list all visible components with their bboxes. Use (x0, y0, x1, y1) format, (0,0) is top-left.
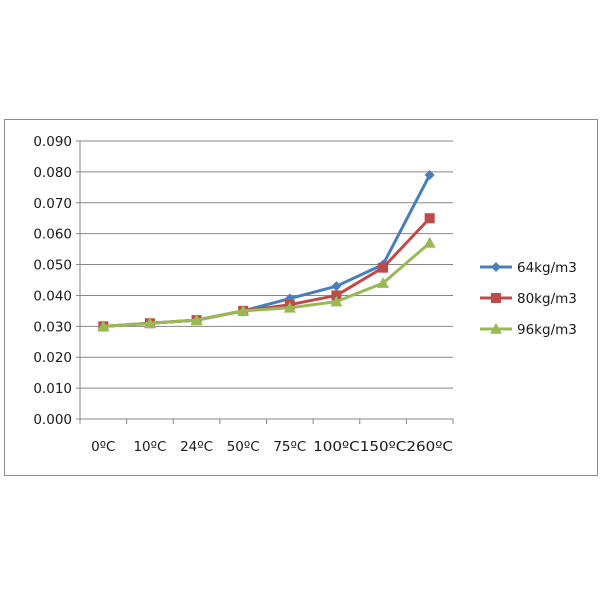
data-point (330, 295, 343, 307)
y-tick-label: 0.000 (33, 412, 72, 428)
series-line (103, 241, 431, 328)
legend-item: 80kg/m3 (480, 291, 577, 307)
series-line (103, 174, 432, 328)
series-96kg/m3 (97, 236, 436, 332)
y-tick-label: 0.030 (33, 319, 72, 335)
data-point (377, 277, 390, 288)
series-80kg/m3 (98, 213, 435, 332)
data-point (378, 262, 389, 273)
data-point (283, 301, 296, 313)
y-tick-label: 0.010 (33, 381, 72, 397)
x-tick-label: 0ºC (91, 439, 115, 455)
legend-marker (491, 262, 501, 272)
data-point (424, 213, 435, 224)
legend-item: 96kg/m3 (480, 322, 577, 338)
data-point (331, 281, 342, 292)
data-point (97, 320, 110, 332)
legend-marker (490, 323, 502, 334)
x-tick-label: 24ºC (180, 439, 213, 455)
data-point (143, 317, 156, 329)
y-tick-label: 0.070 (33, 196, 72, 212)
series-group (97, 169, 436, 332)
y-tick-label: 0.090 (33, 134, 72, 150)
y-tick-label: 0.020 (33, 350, 72, 366)
data-point (237, 304, 250, 316)
data-point (423, 236, 436, 248)
y-tick-label: 0.040 (33, 288, 72, 304)
y-tick-label: 0.050 (33, 258, 72, 274)
axes (76, 140, 454, 424)
data-point (424, 169, 435, 180)
x-tick-label: 100ºC (313, 439, 360, 455)
x-tick-label: 260ºC (406, 439, 453, 455)
x-tick-label: 75ºC (273, 439, 306, 455)
x-axis-ticks: 0ºC 10ºC 24ºC 50ºC 75ºC 100ºC 150ºC 260ºC (91, 439, 453, 455)
y-axis-ticks: 0.000 0.010 0.020 0.030 0.040 0.050 0.060 0.070… (33, 134, 72, 428)
gridlines (80, 140, 453, 389)
legend: 64kg/m3 80kg/m3 96kg/m3 (480, 260, 577, 338)
x-tick-label: 10ºC (133, 439, 166, 455)
legend-label: 64kg/m3 (517, 260, 577, 276)
legend-item: 64kg/m3 (480, 260, 577, 276)
data-point (190, 314, 203, 325)
data-point (331, 290, 342, 301)
legend-marker (491, 293, 501, 303)
x-tick-label: 50ºC (227, 439, 260, 455)
x-tick-label: 150ºC (360, 439, 407, 455)
y-tick-label: 0.080 (33, 165, 72, 181)
y-tick-label: 0.060 (33, 227, 72, 243)
legend-label: 80kg/m3 (517, 291, 577, 307)
legend-label: 96kg/m3 (517, 322, 577, 338)
